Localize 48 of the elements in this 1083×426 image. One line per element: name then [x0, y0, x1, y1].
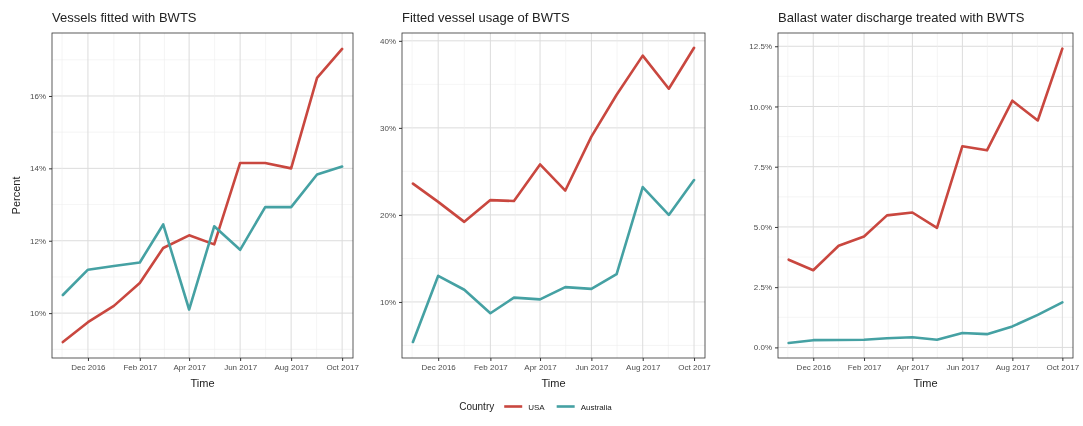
- x-tick-label: Feb 2017: [473, 362, 509, 372]
- line-series: [411, 178, 696, 344]
- x-tick-label: Feb 2017: [847, 362, 882, 372]
- x-tick-label: Jun 2017: [224, 362, 258, 372]
- x-tick-label: Dec 2016: [421, 362, 457, 372]
- chart-title: Ballast water discharge treated with BWTS: [778, 10, 1025, 25]
- line-series: [61, 47, 344, 344]
- legend-title: Country: [459, 401, 495, 412]
- x-tick-label: Apr 2017: [173, 362, 207, 372]
- y-tick-label: 0.0%: [753, 343, 772, 353]
- y-axis-title: Percent: [10, 176, 22, 215]
- line-series: [787, 301, 1064, 345]
- y-tick-label: 10%: [29, 309, 46, 319]
- chart-title: Fitted vessel usage of BWTS: [402, 10, 570, 25]
- x-tick-label: Jun 2017: [575, 362, 609, 372]
- x-tick-label: Feb 2017: [123, 362, 158, 372]
- y-tick-label: 30%: [379, 123, 396, 133]
- x-tick-label: Apr 2017: [896, 362, 930, 372]
- x-axis-title: Time: [541, 377, 566, 389]
- x-tick-label: Oct 2017: [1046, 362, 1080, 372]
- x-tick-label: Aug 2017: [995, 362, 1031, 372]
- line-series: [61, 165, 344, 311]
- x-tick-label: Oct 2017: [326, 362, 360, 372]
- x-axis-title: Time: [913, 377, 938, 389]
- y-tick-label: 14%: [29, 164, 46, 174]
- y-tick-label: 16%: [29, 92, 46, 102]
- x-tick-label: Aug 2017: [274, 362, 310, 372]
- legend-label: Australia: [580, 403, 613, 412]
- x-tick-label: Oct 2017: [678, 362, 712, 372]
- y-tick-label: 40%: [379, 36, 396, 46]
- x-tick-label: Jun 2017: [946, 362, 980, 372]
- y-tick-label: 20%: [379, 210, 396, 220]
- x-tick-label: Dec 2016: [796, 362, 832, 372]
- chart-title: Vessels fitted with BWTS: [52, 10, 197, 25]
- y-tick-label: 5.0%: [753, 223, 772, 232]
- x-tick-label: Dec 2016: [71, 362, 107, 372]
- x-tick-label: Apr 2017: [524, 362, 558, 372]
- y-tick-label: 12.5%: [749, 42, 772, 52]
- y-tick-label: 2.5%: [753, 283, 772, 293]
- y-tick-label: 7.5%: [753, 162, 772, 172]
- y-tick-label: 10.0%: [749, 102, 772, 112]
- y-tick-label: 12%: [29, 236, 46, 246]
- legend-label: USA: [528, 403, 546, 412]
- line-series: [787, 47, 1064, 272]
- x-tick-label: Aug 2017: [626, 362, 661, 372]
- y-tick-label: 10%: [379, 298, 396, 308]
- x-axis-title: Time: [190, 377, 215, 389]
- line-series: [411, 46, 696, 224]
